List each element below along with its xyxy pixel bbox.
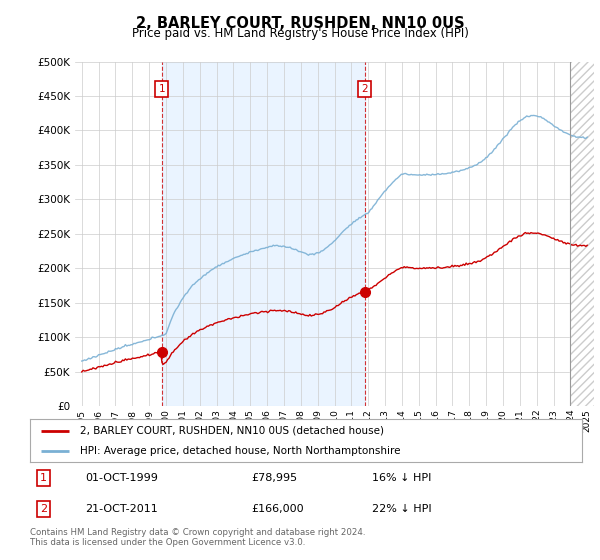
Bar [571,62,596,406]
Text: 01-OCT-1999: 01-OCT-1999 [85,473,158,483]
Text: £166,000: £166,000 [251,504,304,514]
Text: 2: 2 [362,84,368,94]
Text: 2: 2 [40,504,47,514]
Text: 1: 1 [40,473,47,483]
Text: £78,995: £78,995 [251,473,297,483]
Text: Contains HM Land Registry data © Crown copyright and database right 2024.
This d: Contains HM Land Registry data © Crown c… [30,528,365,547]
Bar [162,62,365,406]
Text: 2, BARLEY COURT, RUSHDEN, NN10 0US (detached house): 2, BARLEY COURT, RUSHDEN, NN10 0US (deta… [80,426,383,436]
Text: 2, BARLEY COURT, RUSHDEN, NN10 0US: 2, BARLEY COURT, RUSHDEN, NN10 0US [136,16,464,31]
Text: 1: 1 [158,84,165,94]
Text: HPI: Average price, detached house, North Northamptonshire: HPI: Average price, detached house, Nort… [80,446,400,456]
Bar [571,62,596,406]
Text: 22% ↓ HPI: 22% ↓ HPI [372,504,432,514]
Text: 21-OCT-2011: 21-OCT-2011 [85,504,158,514]
Text: Price paid vs. HM Land Registry's House Price Index (HPI): Price paid vs. HM Land Registry's House … [131,27,469,40]
Text: 16% ↓ HPI: 16% ↓ HPI [372,473,431,483]
